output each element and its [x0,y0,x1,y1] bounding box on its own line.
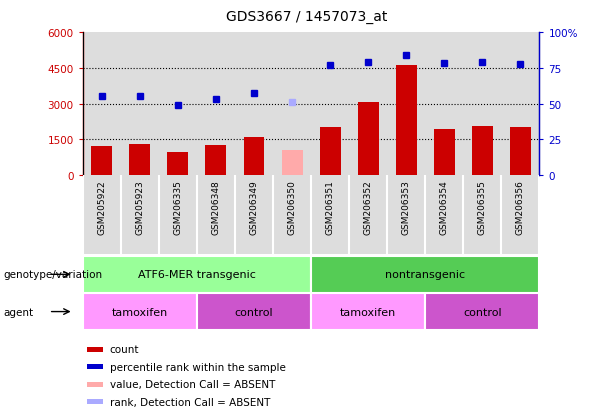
Text: ATF6-MER transgenic: ATF6-MER transgenic [138,270,256,280]
Bar [387,176,425,254]
Bar [463,33,501,176]
Text: GSM205923: GSM205923 [135,179,144,234]
Bar [311,293,425,330]
Text: GSM206351: GSM206351 [326,179,335,234]
Text: count: count [110,344,139,355]
Bar [425,293,539,330]
Text: value, Detection Call = ABSENT: value, Detection Call = ABSENT [110,379,275,389]
Bar [91,147,112,176]
Bar [387,33,425,176]
Text: GSM206350: GSM206350 [287,179,297,234]
Text: GSM206335: GSM206335 [173,179,183,234]
Bar [434,129,455,176]
Text: GSM206355: GSM206355 [478,179,487,234]
Text: GSM206348: GSM206348 [211,179,221,234]
Text: GSM206352: GSM206352 [364,179,373,234]
Text: tamoxifen: tamoxifen [112,307,168,317]
Bar [83,256,311,293]
Bar [311,33,349,176]
Bar [121,33,159,176]
Bar [349,33,387,176]
Text: percentile rank within the sample: percentile rank within the sample [110,362,286,372]
Text: genotype/variation: genotype/variation [3,270,102,280]
Text: control: control [235,307,273,317]
Text: agent: agent [3,307,33,317]
Text: tamoxifen: tamoxifen [340,307,397,317]
Bar [396,66,417,176]
Bar [197,176,235,254]
Text: GSM205922: GSM205922 [97,179,106,234]
Bar [86,382,103,387]
Text: GSM206349: GSM206349 [249,179,259,234]
Bar [86,347,103,352]
Bar [83,176,121,254]
Bar [86,364,103,370]
Bar [235,176,273,254]
Bar [273,33,311,176]
Bar [83,293,197,330]
Bar [501,33,539,176]
Bar [159,176,197,254]
Text: rank, Detection Call = ABSENT: rank, Detection Call = ABSENT [110,396,270,407]
Bar [358,103,379,176]
Bar [167,153,188,176]
Bar [311,176,349,254]
Text: GSM206354: GSM206354 [440,179,449,234]
Bar [311,256,539,293]
Bar [205,146,226,176]
Bar [273,176,311,254]
Bar [281,151,303,176]
Bar [159,33,197,176]
Bar [235,33,273,176]
Bar [243,138,264,176]
Bar [510,128,531,176]
Bar [425,33,463,176]
Bar [425,176,463,254]
Bar [86,399,103,404]
Bar [129,145,150,176]
Text: GDS3667 / 1457073_at: GDS3667 / 1457073_at [226,10,387,24]
Text: GSM206353: GSM206353 [402,179,411,234]
Bar [83,33,121,176]
Bar [349,176,387,254]
Bar [319,128,341,176]
Bar [197,33,235,176]
Bar [121,176,159,254]
Text: GSM206356: GSM206356 [516,179,525,234]
Bar [463,176,501,254]
Text: control: control [463,307,501,317]
Text: nontransgenic: nontransgenic [385,270,465,280]
Bar [501,176,539,254]
Bar [197,293,311,330]
Bar [472,127,493,176]
